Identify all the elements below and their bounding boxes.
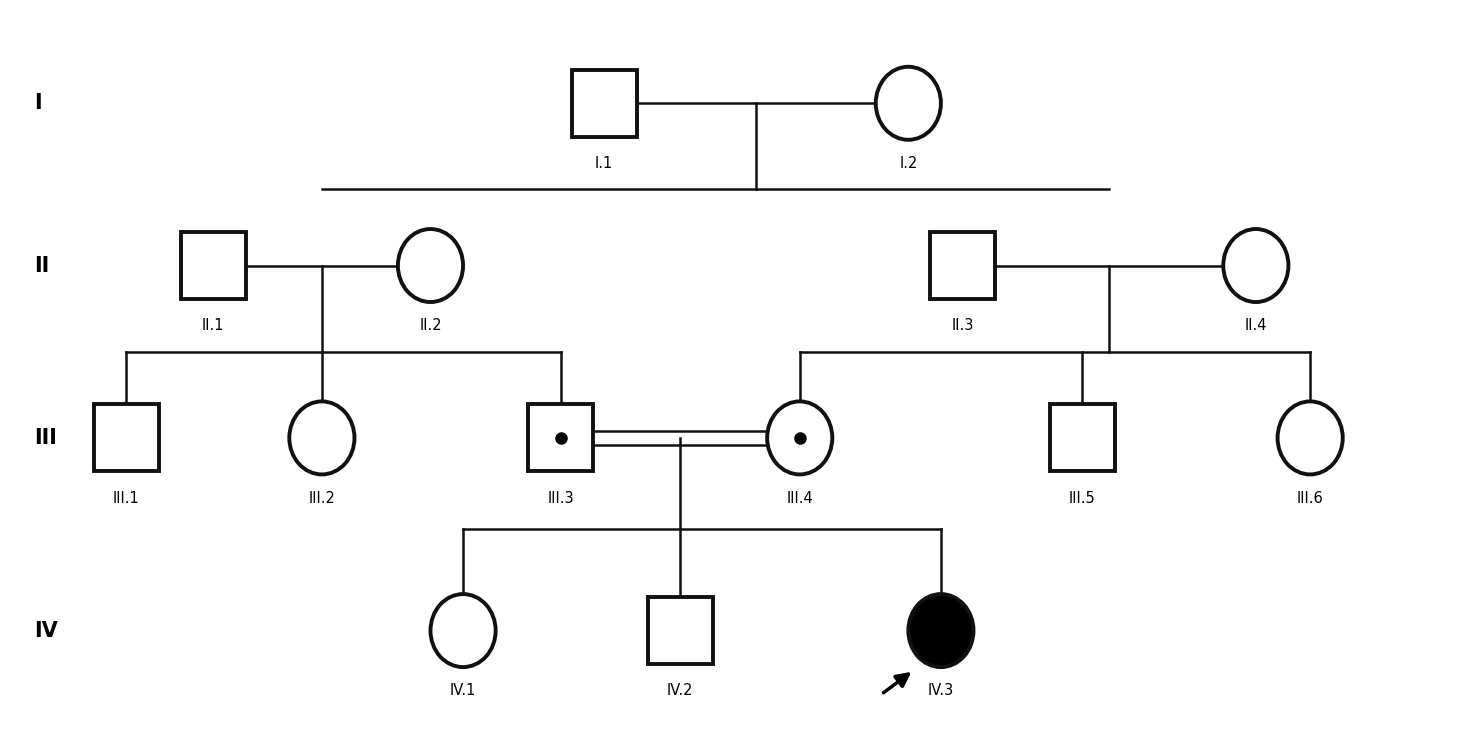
Ellipse shape [909, 594, 974, 667]
Text: III.6: III.6 [1296, 490, 1323, 506]
Text: IV: IV [34, 620, 58, 641]
Text: IV.2: IV.2 [667, 683, 694, 699]
Text: I: I [34, 93, 41, 113]
Text: III.2: III.2 [308, 490, 336, 506]
Text: II: II [34, 255, 49, 275]
Text: III.3: III.3 [548, 490, 574, 506]
Text: IV.1: IV.1 [450, 683, 477, 699]
Text: III.5: III.5 [1069, 490, 1095, 506]
Text: III.1: III.1 [112, 490, 139, 506]
Text: III: III [34, 428, 56, 448]
Bar [528, 405, 593, 472]
Text: I.2: I.2 [900, 156, 918, 171]
Ellipse shape [1277, 402, 1342, 475]
Bar [648, 597, 713, 664]
Bar [571, 70, 636, 137]
Ellipse shape [1224, 229, 1289, 302]
Text: II.1: II.1 [203, 318, 225, 333]
Ellipse shape [289, 402, 355, 475]
Ellipse shape [767, 402, 832, 475]
Bar [93, 405, 158, 472]
Ellipse shape [431, 594, 496, 667]
Text: II.2: II.2 [419, 318, 443, 333]
Ellipse shape [876, 67, 941, 140]
Bar [929, 232, 995, 299]
Text: II.3: II.3 [952, 318, 974, 333]
Ellipse shape [398, 229, 463, 302]
Bar [181, 232, 246, 299]
Text: IV.3: IV.3 [928, 683, 955, 699]
Text: II.4: II.4 [1245, 318, 1267, 333]
Text: III.4: III.4 [786, 490, 813, 506]
Bar [1049, 405, 1114, 472]
Text: I.1: I.1 [595, 156, 613, 171]
